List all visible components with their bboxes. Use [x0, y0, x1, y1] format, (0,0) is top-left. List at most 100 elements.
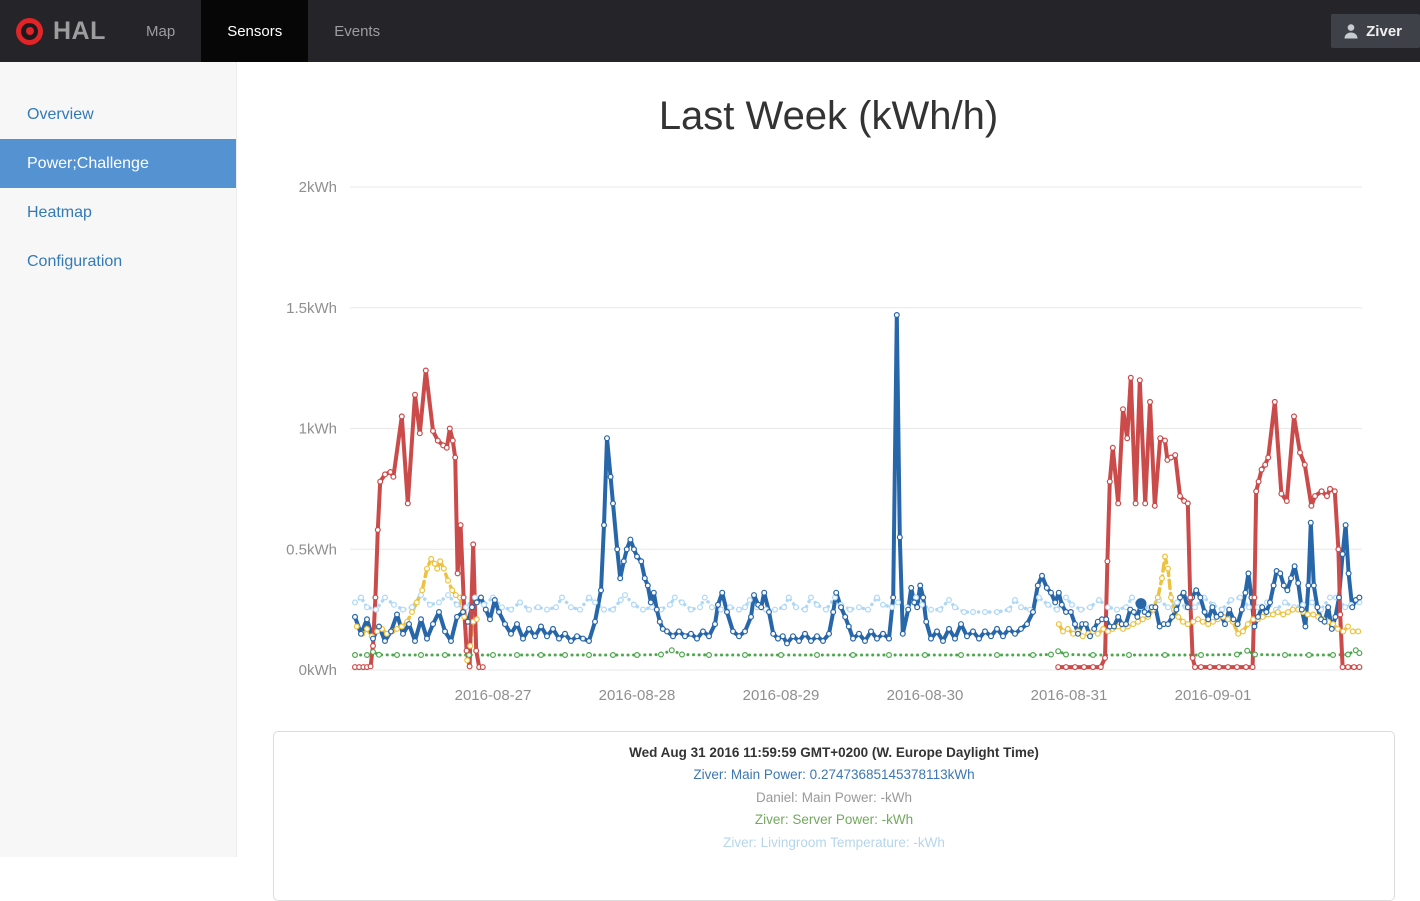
data-point-marker: [623, 546, 630, 553]
data-point-marker: [975, 635, 982, 642]
data-point-marker: [461, 613, 468, 620]
data-point-marker: [1302, 623, 1309, 630]
data-point-marker: [783, 640, 790, 647]
data-point-marker: [679, 651, 686, 658]
y-axis-tick-label: 0.5kWh: [286, 541, 337, 558]
data-point-marker: [514, 651, 521, 658]
data-point-marker: [440, 565, 447, 572]
data-point-marker: [1326, 485, 1333, 492]
data-point-marker: [1250, 616, 1257, 623]
data-point-marker: [1344, 664, 1351, 671]
sidebar-item-heatmap[interactable]: Heatmap: [27, 203, 92, 221]
data-point-marker: [1103, 616, 1110, 623]
data-point-marker: [647, 599, 654, 606]
data-point-marker: [1113, 606, 1120, 613]
data-point-marker: [1086, 604, 1093, 611]
data-point-marker: [445, 592, 452, 599]
data-point-marker: [351, 651, 358, 658]
last-week-power-chart[interactable]: 0kWh 0.5kWh 1kWh 1.5kWh 2kWh 2016-08-27 2016-0…: [237, 62, 1420, 730]
data-point-marker: [1167, 594, 1174, 601]
data-point-marker: [1152, 604, 1159, 611]
data-point-marker: [1161, 437, 1168, 444]
data-point-marker: [771, 606, 778, 613]
data-point-marker: [951, 604, 958, 611]
data-point-marker: [382, 594, 389, 601]
data-point-marker: [610, 606, 617, 613]
data-point-marker: [1005, 625, 1012, 632]
data-point-marker: [1127, 374, 1134, 381]
data-point-marker: [1115, 500, 1122, 507]
sidebar-item-overview[interactable]: Overview: [27, 105, 94, 123]
data-point-marker: [1146, 398, 1153, 405]
data-point-marker: [1342, 522, 1349, 529]
data-point-marker: [1047, 589, 1054, 596]
data-point-marker: [1130, 608, 1137, 615]
data-point-marker: [1134, 618, 1141, 625]
data-point-marker: [1100, 625, 1107, 632]
data-point-marker: [1172, 452, 1179, 459]
x-axis-tick-label: 2016-08-31: [1031, 687, 1108, 704]
sidebar-item-power-challenge[interactable]: Power;Challenge: [0, 139, 236, 188]
data-point-marker: [885, 651, 892, 658]
data-point-marker: [469, 604, 476, 611]
data-point-marker: [649, 604, 656, 611]
data-point-marker: [1230, 616, 1237, 623]
data-point-marker: [1334, 625, 1341, 632]
data-point-marker: [981, 608, 988, 615]
data-point-marker: [1164, 565, 1171, 572]
data-point-marker: [1329, 621, 1336, 628]
data-point-marker: [538, 623, 545, 630]
data-point-marker: [424, 635, 431, 642]
data-point-marker: [1244, 621, 1251, 628]
data-point-marker: [1194, 616, 1201, 623]
data-point-marker: [1095, 596, 1102, 603]
data-point-marker: [785, 594, 792, 601]
data-point-marker: [398, 623, 405, 630]
data-point-marker: [730, 628, 737, 635]
data-point-marker: [1308, 599, 1315, 606]
data-point-marker: [917, 582, 924, 589]
data-point-marker: [987, 633, 994, 640]
data-point-marker: [1110, 623, 1117, 630]
nav-item-sensors[interactable]: Sensors: [201, 0, 309, 62]
data-point-marker: [706, 651, 713, 658]
data-point-marker: [993, 608, 1000, 615]
nav-item-events[interactable]: Events: [334, 22, 381, 40]
data-point-marker: [899, 630, 906, 637]
data-point-marker: [442, 651, 449, 658]
data-point-marker: [1296, 449, 1303, 456]
data-point-marker: [700, 628, 707, 635]
data-point-marker: [634, 651, 641, 658]
data-point-marker: [1335, 546, 1342, 553]
data-point-marker: [1157, 435, 1164, 442]
data-point-marker: [351, 599, 358, 606]
data-point-marker: [896, 534, 903, 541]
y-axis-tick-label: 1.5kWh: [286, 300, 337, 317]
data-point-marker: [409, 604, 416, 611]
data-point-marker: [388, 628, 395, 635]
data-point-marker: [1091, 625, 1098, 632]
data-point-marker: [617, 575, 624, 582]
data-point-marker: [466, 663, 473, 670]
nav-item-map[interactable]: Map: [146, 22, 176, 40]
data-point-marker: [890, 594, 897, 601]
data-point-marker: [377, 478, 384, 485]
sidebar-item-configuration[interactable]: Configuration: [27, 252, 123, 270]
data-point-marker: [446, 425, 453, 432]
data-point-marker: [478, 594, 485, 601]
data-point-marker: [357, 594, 364, 601]
data-point-marker: [1184, 621, 1191, 628]
page-title: Last Week (kWh/h): [658, 94, 999, 138]
data-point-marker: [412, 637, 419, 644]
data-point-marker: [1251, 651, 1258, 658]
data-point-marker: [412, 391, 419, 398]
data-point-marker: [1106, 478, 1113, 485]
data-point-marker: [470, 541, 477, 548]
data-point-marker: [1023, 621, 1030, 628]
user-menu-button[interactable]: Ziver: [1331, 14, 1420, 48]
data-point-marker: [1221, 621, 1228, 628]
brand[interactable]: HAL: [16, 0, 106, 62]
data-point-marker: [1310, 611, 1317, 618]
data-point-marker: [634, 553, 641, 560]
data-point-marker: [715, 601, 722, 608]
